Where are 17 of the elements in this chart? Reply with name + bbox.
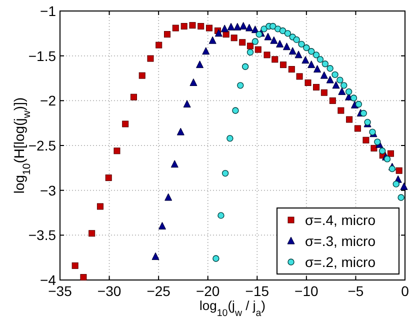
x-tick-label: −5 bbox=[348, 283, 364, 299]
legend-label: σ=.3, micro bbox=[305, 233, 376, 249]
y-tick-label: −2.5 bbox=[28, 138, 56, 154]
y-tick-label: −3.5 bbox=[28, 227, 56, 244]
x-tick-label: −15 bbox=[245, 283, 270, 299]
y-tick-label: −3 bbox=[40, 182, 56, 198]
y-tick-label: −1 bbox=[40, 3, 56, 19]
x-tick-label: −10 bbox=[294, 283, 319, 299]
legend-label: σ=.2, micro bbox=[305, 254, 376, 270]
y-tick-label: −1.5 bbox=[28, 48, 56, 64]
x-tick-label: 0 bbox=[401, 283, 409, 299]
legend-label: σ=.4, micro bbox=[305, 212, 376, 228]
x-tick-label: −30 bbox=[97, 283, 122, 299]
x-tick-label: −20 bbox=[196, 283, 220, 299]
y-tick-label: −2 bbox=[40, 92, 56, 109]
x-axis-title: log$_{10}$(j$_{w}$ / j$_{a}$) bbox=[200, 298, 266, 318]
x-tick-label: −25 bbox=[146, 283, 171, 299]
